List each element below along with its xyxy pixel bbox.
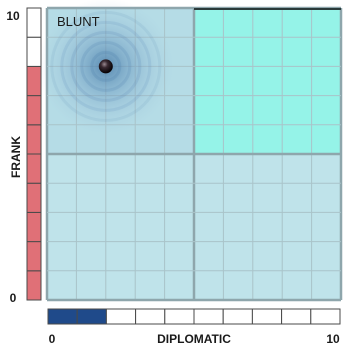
x-tick-left: 0 — [49, 332, 56, 344]
y-bar-segment-7 — [26, 65, 42, 97]
y-axis-title: FRANK — [9, 136, 23, 178]
x-bar-segment-5 — [193, 308, 224, 325]
quadrant-top-right — [194, 8, 341, 154]
quadrant-bottom-left — [47, 154, 194, 300]
x-bar-segment-7 — [251, 308, 283, 325]
x-axis-title: DIPLOMATIC — [157, 332, 231, 344]
glow-ring-2 — [70, 30, 142, 102]
y-bar-segment-8 — [26, 36, 42, 67]
data-point-0 — [98, 59, 113, 74]
glow-ring-1 — [80, 40, 132, 92]
glow-ring-4 — [50, 10, 162, 122]
gridlines — [45, 6, 343, 302]
y-bar-segment-4 — [26, 153, 42, 184]
y-tick-top: 10 — [6, 9, 20, 23]
y-tick-bottom: 0 — [10, 291, 17, 305]
y-bar-segment-3 — [26, 182, 42, 213]
x-bar-segment-8 — [281, 308, 312, 325]
y-bar-segment-9 — [26, 7, 42, 38]
x-bar-segment-2 — [105, 308, 137, 325]
y-bar — [26, 7, 42, 301]
x-bar-segment-9 — [310, 308, 341, 325]
x-bar-segment-3 — [135, 308, 166, 325]
x-bar-segment-0 — [47, 308, 78, 325]
x-bar-segment-4 — [164, 308, 195, 325]
x-bar-segment-1 — [76, 308, 107, 325]
points — [98, 59, 113, 74]
y-bar-segment-2 — [26, 211, 42, 243]
x-tick-right: 10 — [326, 332, 340, 344]
glow-ring-0 — [90, 50, 122, 82]
y-bar-segment-1 — [26, 241, 42, 272]
quadrant-bottom-right — [194, 154, 341, 300]
y-bar-segment-5 — [26, 124, 42, 155]
x-bar-segment-6 — [222, 308, 253, 325]
glow-ring-3 — [60, 20, 152, 112]
quadrant-label-top-left: BLUNT — [57, 14, 100, 29]
y-bar-segment-6 — [26, 95, 42, 126]
y-bar-segment-0 — [26, 270, 42, 301]
x-bar — [47, 308, 341, 325]
